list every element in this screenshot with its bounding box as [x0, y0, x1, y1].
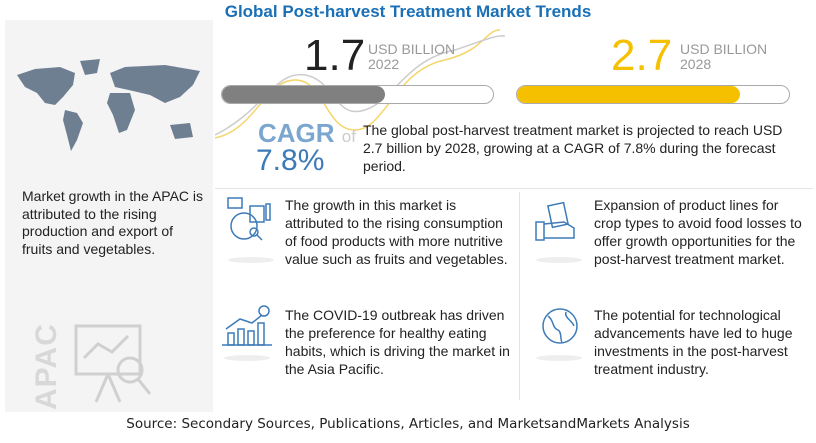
- year-2028: 2028: [680, 56, 712, 72]
- progress-bar-2028: [516, 85, 790, 104]
- growth-chart-icon: [222, 305, 272, 346]
- divider: [215, 188, 813, 189]
- value-2028: 2.7: [611, 31, 673, 80]
- source-note: Source: Secondary Sources, Publications,…: [126, 416, 690, 432]
- icon-shadow: [536, 355, 582, 361]
- apac-description: Market growth in the APAC is attributed …: [22, 188, 204, 257]
- trend-item-2: Expansion of product lines for crop type…: [594, 197, 802, 267]
- progress-fill-2022: [222, 86, 385, 103]
- analytics-icon: [227, 197, 271, 241]
- trend-item-1: The growth in this market is attributed …: [285, 197, 508, 267]
- unit-2028: USD BILLION: [680, 41, 768, 57]
- unit-2022: USD BILLION: [368, 41, 456, 57]
- cagr-of: of: [341, 127, 356, 146]
- globe-icon: [542, 308, 578, 344]
- progress-bar-2022: [221, 85, 494, 104]
- trend-item-3: The COVID-19 outbreak has driven the pre…: [285, 307, 510, 377]
- world-map-icon: [17, 59, 200, 151]
- page-title: Global Post-harvest Treatment Market Tre…: [224, 2, 592, 21]
- cagr-label: CAGR of: [258, 118, 356, 149]
- progress-fill-2028: [517, 86, 741, 103]
- presentation-analysis-icon: [74, 324, 152, 403]
- market-description: The global post-harvest treatment market…: [363, 122, 783, 174]
- icon-shadow: [228, 257, 274, 263]
- icon-shadow: [536, 257, 582, 263]
- icon-shadow: [224, 355, 270, 361]
- cagr-value: 7.8%: [256, 144, 325, 177]
- trend-item-4: The potential for technological advancem…: [594, 307, 793, 377]
- year-2022: 2022: [368, 56, 400, 72]
- divider-vertical: [519, 192, 520, 400]
- apac-label: APAC: [30, 323, 63, 410]
- value-2022: 1.7: [304, 31, 366, 80]
- cagr-text: CAGR: [258, 118, 335, 148]
- money-hand-icon: [535, 201, 575, 241]
